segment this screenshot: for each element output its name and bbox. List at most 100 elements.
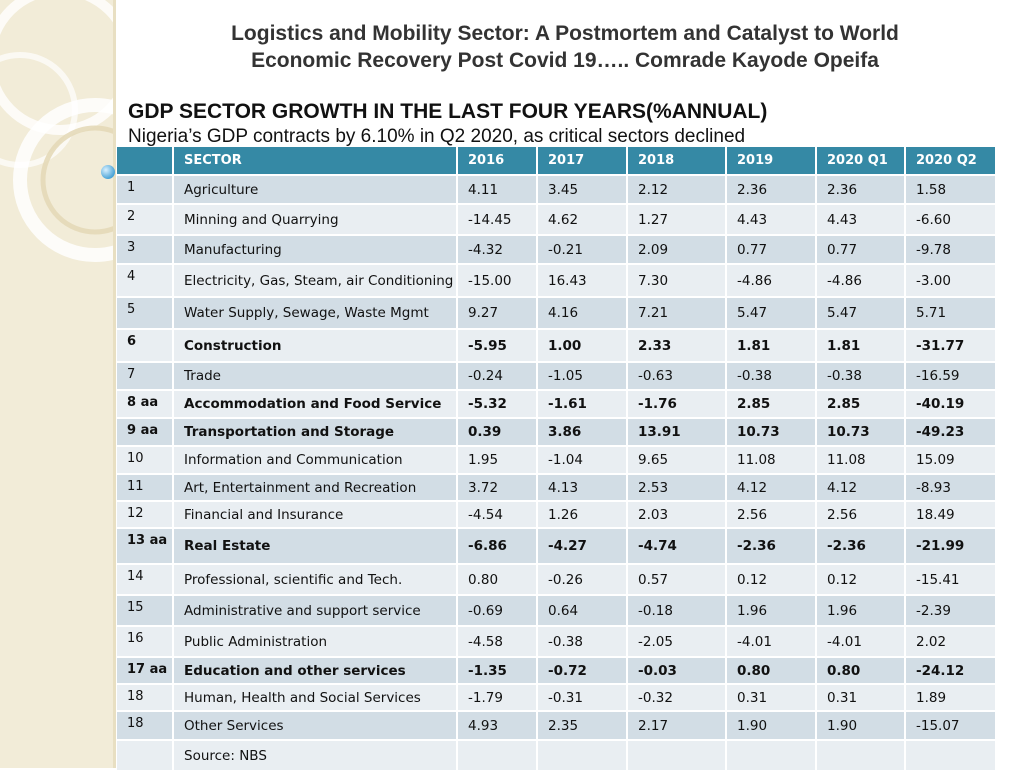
growth-value-2016: -14.45 <box>457 203 538 235</box>
slide-title: Logistics and Mobility Sector: A Postmor… <box>130 20 1000 74</box>
growth-value-2018: 7.21 <box>627 296 727 329</box>
sector-name: Trade <box>173 361 458 390</box>
growth-value-2018: -0.63 <box>627 361 727 390</box>
growth-value-2020-q2: -2.39 <box>905 594 997 626</box>
growth-value-2016: -4.54 <box>457 500 538 528</box>
growth-value-2017: 16.43 <box>537 263 628 297</box>
growth-value-2018: 2.12 <box>627 174 727 204</box>
column-header-sector: SECTOR <box>173 147 458 175</box>
growth-value-2018: 13.91 <box>627 417 727 446</box>
row-number: 1 <box>117 174 174 204</box>
sector-name: Real Estate <box>173 527 458 564</box>
sector-name: Water Supply, Sewage, Waste Mgmt <box>173 296 458 329</box>
sector-name: Information and Communication <box>173 445 458 474</box>
growth-value-2020-q2: -9.78 <box>905 234 997 264</box>
growth-value-2020-q2: -15.41 <box>905 563 997 595</box>
row-number <box>117 739 174 770</box>
growth-value-2020-q1: 1.90 <box>816 710 906 740</box>
growth-value-2020-q2: 18.49 <box>905 500 997 528</box>
sector-name: Transportation and Storage <box>173 417 458 446</box>
sector-name: Construction <box>173 328 458 362</box>
row-number: 2 <box>117 203 174 235</box>
sector-name: Manufacturing <box>173 234 458 264</box>
growth-value-2016: -6.86 <box>457 527 538 564</box>
growth-value-2017: -0.38 <box>537 625 628 657</box>
growth-value-2018: -0.32 <box>627 683 727 711</box>
table-row: 9 aa Transportation and Storage 0.39 3.86 13… <box>117 417 997 446</box>
bullet-dot-icon <box>101 165 115 179</box>
growth-value-2020-q2 <box>905 739 997 770</box>
growth-value-2019 <box>726 739 817 770</box>
growth-value-2020-q2: -21.99 <box>905 527 997 564</box>
growth-value-2018: -1.76 <box>627 389 727 418</box>
growth-value-2020-q1: 2.36 <box>816 174 906 204</box>
column-header-2017: 2017 <box>537 147 628 175</box>
growth-value-2016: -4.32 <box>457 234 538 264</box>
growth-value-2018: 2.17 <box>627 710 727 740</box>
growth-value-2020-q2: 15.09 <box>905 445 997 474</box>
growth-value-2020-q2: -15.07 <box>905 710 997 740</box>
growth-value-2017: 3.86 <box>537 417 628 446</box>
growth-value-2017: 2.35 <box>537 710 628 740</box>
table-row: 3 Manufacturing -4.32 -0.21 2.09 0.77 0.77 -9.7… <box>117 234 997 264</box>
sector-name: Professional, scientific and Tech. <box>173 563 458 595</box>
growth-value-2016: 9.27 <box>457 296 538 329</box>
growth-value-2019: 10.73 <box>726 417 817 446</box>
growth-value-2016: -5.32 <box>457 389 538 418</box>
growth-value-2018: 9.65 <box>627 445 727 474</box>
growth-value-2018: 2.33 <box>627 328 727 362</box>
growth-value-2017: 1.00 <box>537 328 628 362</box>
growth-value-2019: 2.56 <box>726 500 817 528</box>
table-row: 14 Professional, scientific and Tech. 0.80… <box>117 563 997 595</box>
table-header-row: SECTOR 2016 2017 2018 2019 2020 Q1 2020 Q2 <box>117 147 997 175</box>
table-row: 5 Water Supply, Sewage, Waste Mgmt 9.27 4.1… <box>117 296 997 329</box>
growth-value-2017: -4.27 <box>537 527 628 564</box>
growth-value-2016: 1.95 <box>457 445 538 474</box>
growth-value-2016: -4.58 <box>457 625 538 657</box>
growth-value-2017: 4.13 <box>537 473 628 501</box>
growth-value-2018: 2.03 <box>627 500 727 528</box>
growth-value-2020-q2: 1.89 <box>905 683 997 711</box>
growth-value-2020-q2: 1.58 <box>905 174 997 204</box>
growth-value-2019: 4.12 <box>726 473 817 501</box>
growth-value-2019: 5.47 <box>726 296 817 329</box>
growth-value-2016: -15.00 <box>457 263 538 297</box>
gdp-growth-table: SECTOR 2016 2017 2018 2019 2020 Q1 2020 Q2 1 Ag… <box>117 147 997 770</box>
growth-value-2016: 4.11 <box>457 174 538 204</box>
growth-value-2017: 4.62 <box>537 203 628 235</box>
table-row: 18 Human, Health and Social Services -1.79… <box>117 683 997 711</box>
sector-name: Source: NBS <box>173 739 458 770</box>
sector-name: Minning and Quarrying <box>173 203 458 235</box>
decorative-circles <box>0 0 113 262</box>
sector-name: Education and other services <box>173 656 458 684</box>
growth-value-2018: 1.27 <box>627 203 727 235</box>
growth-value-2020-q2: -49.23 <box>905 417 997 446</box>
growth-value-2018: -0.18 <box>627 594 727 626</box>
growth-value-2016: 4.93 <box>457 710 538 740</box>
row-number: 5 <box>117 296 174 329</box>
growth-value-2016 <box>457 739 538 770</box>
table-row: 10 Information and Communication 1.95 -1.04… <box>117 445 997 474</box>
slide-title-line-1: Logistics and Mobility Sector: A Postmor… <box>231 22 899 45</box>
growth-value-2017: 0.64 <box>537 594 628 626</box>
growth-value-2020-q1: 11.08 <box>816 445 906 474</box>
column-header-2020-q1: 2020 Q1 <box>816 147 906 175</box>
growth-value-2017: 4.16 <box>537 296 628 329</box>
row-number: 13 aa <box>117 527 174 564</box>
row-number: 16 <box>117 625 174 657</box>
sector-name: Accommodation and Food Service <box>173 389 458 418</box>
growth-value-2020-q2: -6.60 <box>905 203 997 235</box>
column-header-number <box>117 147 174 175</box>
table-row: 6 Construction -5.95 1.00 2.33 1.81 1.81 -31.77 <box>117 328 997 362</box>
column-header-2020-q2: 2020 Q2 <box>905 147 997 175</box>
growth-value-2019: 0.77 <box>726 234 817 264</box>
growth-value-2019: 0.80 <box>726 656 817 684</box>
growth-value-2017 <box>537 739 628 770</box>
growth-value-2019: -4.86 <box>726 263 817 297</box>
growth-value-2020-q1: 1.81 <box>816 328 906 362</box>
table-row: 15 Administrative and support service -0.6… <box>117 594 997 626</box>
growth-value-2020-q1: 10.73 <box>816 417 906 446</box>
growth-value-2020-q1: 2.56 <box>816 500 906 528</box>
row-number: 7 <box>117 361 174 390</box>
growth-value-2016: 0.39 <box>457 417 538 446</box>
